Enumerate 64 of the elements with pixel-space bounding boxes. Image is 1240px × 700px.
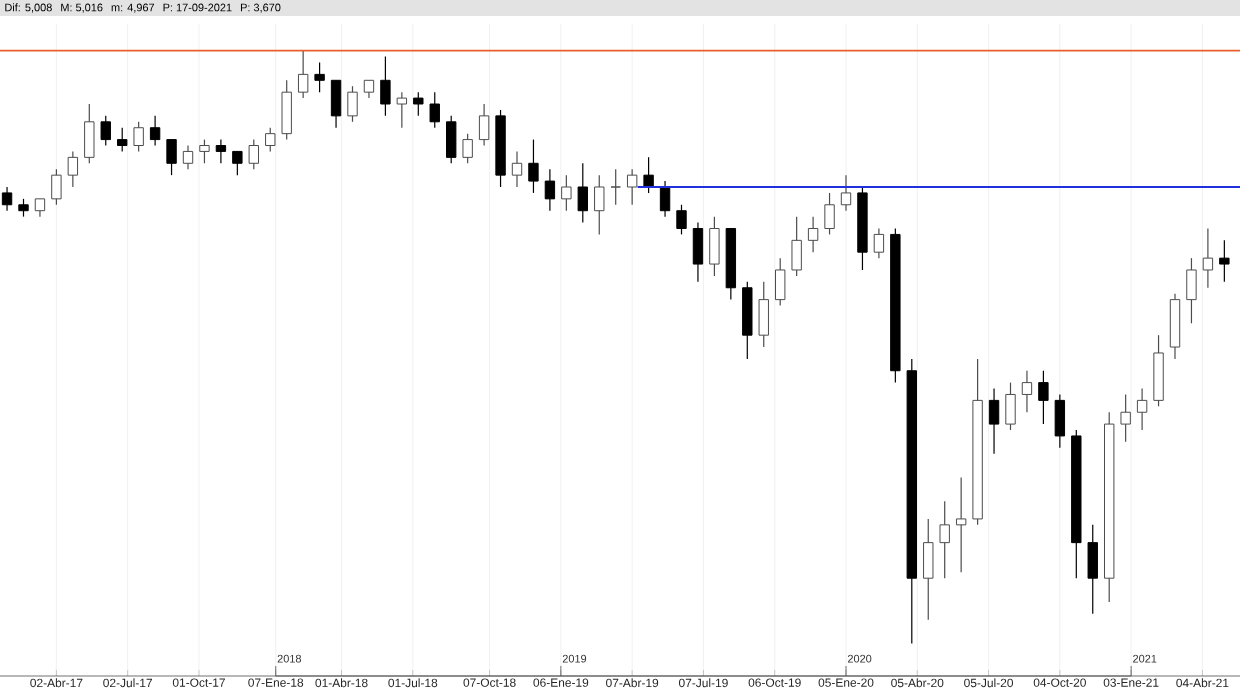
candlestick xyxy=(1120,393,1131,443)
candlestick xyxy=(1005,381,1016,431)
candlestick xyxy=(528,138,539,194)
candlestick xyxy=(626,168,638,206)
candlestick xyxy=(347,85,358,123)
candlestick xyxy=(791,216,802,277)
candlestick xyxy=(873,227,885,259)
candlestick xyxy=(117,127,128,153)
candlestick xyxy=(923,518,934,621)
candlestick xyxy=(643,156,654,194)
candlestick xyxy=(577,162,588,224)
candlestick xyxy=(182,144,194,170)
candlestick xyxy=(149,115,161,147)
candlestick xyxy=(1054,393,1066,449)
candlestick xyxy=(396,91,408,129)
candlestick xyxy=(1169,293,1181,360)
candlestick xyxy=(1153,334,1164,407)
candlestick xyxy=(939,500,950,579)
candlestick xyxy=(1136,387,1148,431)
candlestick xyxy=(676,204,687,236)
candlestick xyxy=(709,216,720,277)
candlestick xyxy=(84,103,95,164)
candlestick xyxy=(199,138,210,164)
candlestick xyxy=(67,150,79,188)
candlestick xyxy=(1,186,13,212)
candlestick xyxy=(51,168,62,206)
candlestick xyxy=(1186,257,1197,324)
candlestick xyxy=(248,138,259,170)
candlestick xyxy=(544,168,556,212)
candlestick xyxy=(1021,370,1033,413)
candlestick xyxy=(413,91,424,117)
candlestick xyxy=(659,180,671,218)
candlestick xyxy=(511,150,523,188)
candlestick xyxy=(988,387,1000,455)
candlestick xyxy=(429,91,440,129)
candlestick xyxy=(1202,227,1214,289)
candlestick xyxy=(478,103,490,147)
candlestick xyxy=(462,133,473,164)
candlestick xyxy=(1038,370,1049,425)
candlestick xyxy=(807,216,819,253)
candlestick xyxy=(775,257,786,307)
candlestick xyxy=(232,150,243,176)
candlestick xyxy=(281,79,292,141)
candlestick xyxy=(840,174,852,212)
candlestick xyxy=(561,174,572,212)
candlestick xyxy=(824,192,835,236)
candlestick xyxy=(265,127,276,153)
candlestick xyxy=(133,121,144,153)
candlestick xyxy=(446,115,457,164)
candlestick xyxy=(955,476,967,573)
candlestick xyxy=(1087,524,1098,615)
candlestick xyxy=(215,138,227,164)
candlestick xyxy=(742,281,753,360)
candlestick xyxy=(297,50,309,99)
candlestick xyxy=(692,221,704,283)
candlestick xyxy=(594,174,605,236)
candlestick xyxy=(314,61,325,93)
candlestick xyxy=(166,138,177,176)
candlestick xyxy=(758,281,769,348)
candlestick xyxy=(380,55,391,117)
candlestick xyxy=(330,79,342,129)
candlestick xyxy=(1219,239,1230,283)
candlestick xyxy=(610,168,621,206)
candlestick xyxy=(100,115,111,147)
